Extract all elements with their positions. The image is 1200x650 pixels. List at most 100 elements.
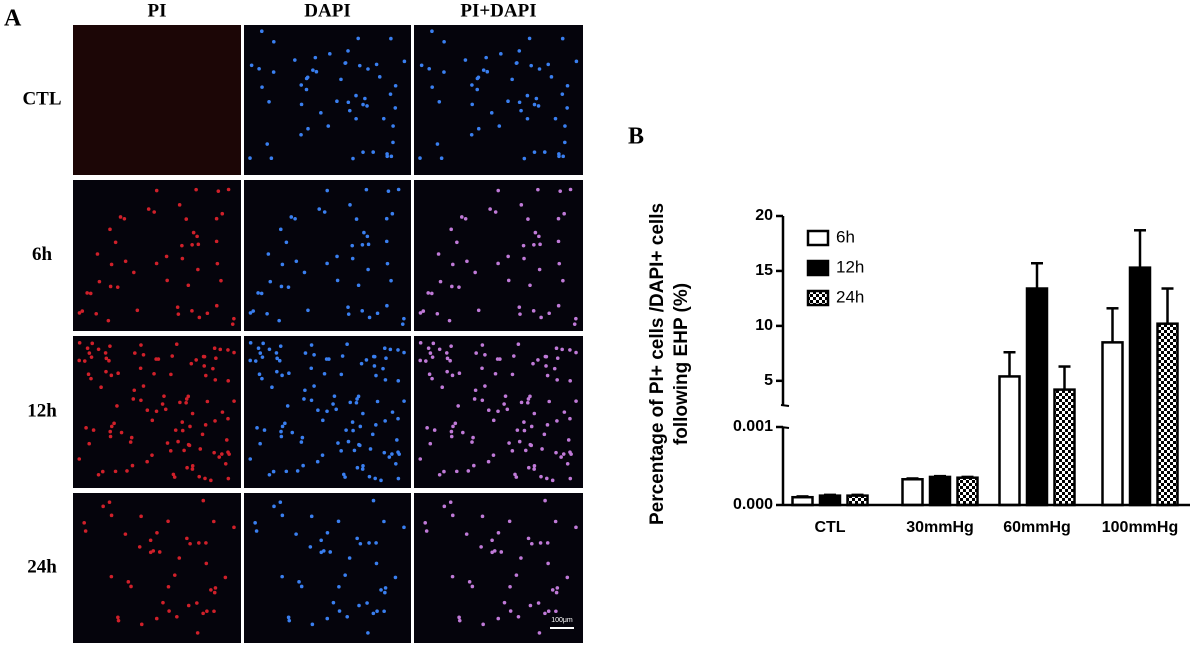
cell [390, 211, 395, 216]
cell [325, 616, 330, 621]
cell [418, 457, 423, 461]
cell [563, 140, 567, 145]
cell [463, 216, 468, 221]
cell [428, 351, 433, 355]
cell [518, 312, 522, 316]
cell [313, 55, 318, 60]
cell [232, 399, 236, 403]
cell [277, 318, 281, 323]
bar [956, 476, 979, 507]
cell [381, 366, 385, 371]
cell [426, 346, 431, 351]
cell [145, 459, 149, 464]
cell [510, 77, 514, 82]
row-label: 24h [27, 556, 57, 577]
cell [97, 279, 102, 284]
cell [287, 618, 292, 623]
cell [512, 354, 516, 358]
cell [309, 343, 314, 347]
y-axis-label: Percentage of PI+ cells /DAPI+ cells [647, 203, 668, 525]
cell [508, 584, 512, 589]
cell [566, 438, 571, 442]
cell [226, 348, 230, 352]
cell [109, 373, 114, 378]
cell [176, 312, 181, 316]
cell [325, 188, 330, 193]
cell [195, 631, 200, 635]
cell [258, 351, 263, 355]
cell [533, 230, 538, 235]
cell [191, 230, 196, 235]
cell [357, 63, 362, 68]
cell [395, 438, 399, 442]
cell [128, 440, 133, 444]
cell [300, 435, 305, 440]
cell [295, 469, 300, 473]
cell [396, 416, 400, 421]
cell [385, 261, 390, 266]
cell [528, 603, 533, 608]
cell [402, 525, 406, 530]
cell [359, 361, 364, 366]
cell [141, 352, 146, 357]
cell [393, 106, 398, 110]
cell [519, 556, 523, 560]
cell [480, 343, 485, 347]
cell [104, 369, 108, 374]
cell [331, 402, 335, 406]
cell [383, 586, 388, 590]
cell [496, 616, 501, 621]
cell [499, 550, 504, 554]
cell [232, 316, 236, 321]
cell [356, 36, 360, 41]
cell [536, 187, 540, 192]
cell [294, 259, 299, 264]
cell [381, 116, 386, 121]
cell [554, 590, 559, 595]
cell [154, 409, 159, 414]
cell [346, 439, 351, 444]
cell [396, 187, 401, 192]
cell [82, 359, 87, 363]
cell [536, 358, 540, 362]
cell [442, 70, 446, 74]
cell [546, 62, 551, 67]
cell [574, 399, 578, 403]
cell [437, 473, 442, 477]
cell [438, 279, 443, 284]
cell [514, 573, 519, 577]
cell [364, 187, 369, 192]
cell [544, 364, 548, 368]
cell [259, 291, 264, 296]
bar [1025, 287, 1049, 507]
cell [473, 270, 477, 275]
cell [290, 430, 295, 435]
cell [328, 550, 333, 554]
cell [418, 311, 423, 315]
cell [205, 311, 210, 316]
column-label: PI [148, 0, 167, 21]
cell [161, 600, 165, 605]
cell [432, 428, 437, 432]
cell [385, 303, 389, 308]
legend-label: 24h [836, 287, 864, 306]
cell [103, 351, 108, 355]
cell [470, 102, 475, 107]
cell [178, 400, 182, 405]
cell [536, 601, 541, 605]
cell [348, 203, 352, 207]
cell [190, 411, 195, 416]
cell [517, 100, 522, 105]
cell [169, 372, 173, 377]
cell [382, 450, 387, 455]
cell [344, 428, 348, 432]
cell [87, 351, 92, 355]
cell [556, 216, 561, 221]
cell [350, 420, 355, 424]
cell [476, 126, 481, 131]
cell [442, 504, 447, 509]
cell [510, 449, 515, 453]
cell [568, 416, 572, 421]
cell [212, 609, 216, 614]
cell [425, 426, 429, 430]
